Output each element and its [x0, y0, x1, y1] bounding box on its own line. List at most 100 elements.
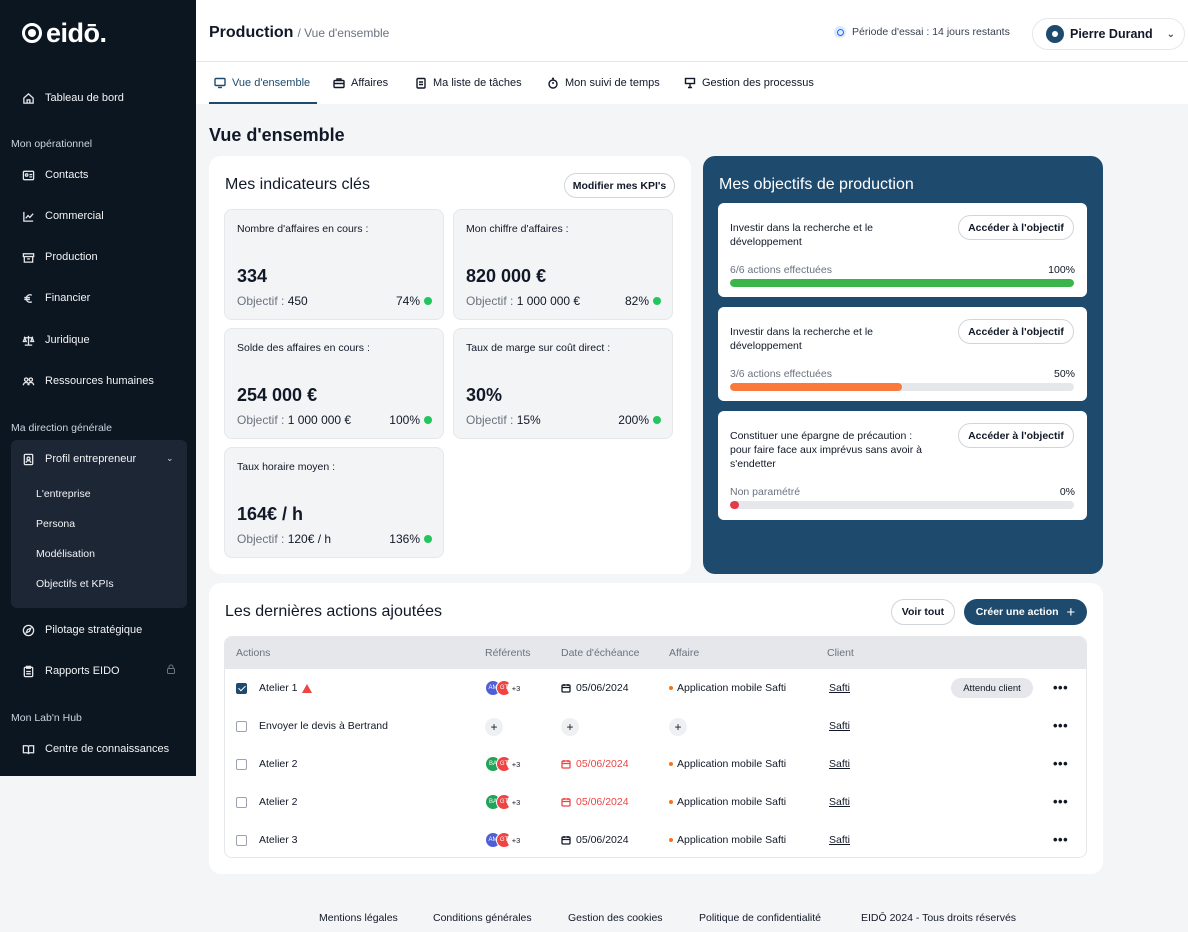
sidebar-subitem-modelisation[interactable]: Modélisation [36, 548, 95, 560]
kpi-label: Solde des affaires en cours : [237, 342, 370, 354]
see-all-button[interactable]: Voir tout [891, 599, 955, 625]
more-options-icon[interactable]: ••• [1053, 680, 1069, 695]
kpi-tile: Taux de marge sur coût direct : 30% Obje… [453, 328, 673, 439]
add-date-button[interactable]: + [561, 718, 579, 736]
progress-fill [730, 501, 739, 509]
chevron-down-icon[interactable]: ⌄ [166, 453, 174, 463]
edit-kpis-button[interactable]: Modifier mes KPI's [564, 173, 675, 198]
add-referent-button[interactable]: + [485, 718, 503, 736]
referents-avatars[interactable]: BA GT +3 [485, 756, 525, 772]
sidebar-item-profil-entrepreneur[interactable]: Profil entrepreneur [22, 449, 136, 469]
action-name: Atelier 3 [259, 834, 298, 846]
client-link[interactable]: Safti [829, 682, 851, 694]
kpi-objective: Objectif : 15% [466, 413, 541, 427]
affaire-link[interactable]: Application mobile Safti [669, 758, 786, 770]
client-link[interactable]: Safti [829, 834, 851, 846]
breadcrumb-current[interactable]: / Vue d'ensemble [297, 26, 390, 40]
tab-label: Mon suivi de temps [565, 77, 660, 89]
client-link[interactable]: Safti [829, 796, 851, 808]
access-objective-button[interactable]: Accéder à l'objectif [958, 423, 1074, 448]
brand-logo[interactable]: eidō. [22, 18, 107, 48]
objective-title: Constituer une épargne de précaution : p… [730, 430, 923, 470]
tab-liste-taches[interactable]: Ma liste de tâches [415, 77, 522, 89]
row-checkbox[interactable] [236, 759, 247, 770]
status-dot-icon [669, 838, 673, 842]
table-row[interactable]: Atelier 2 BA GT +3 05/06/2024 Application mob… [225, 783, 1086, 821]
referents-avatars[interactable]: AM GT +3 [485, 832, 525, 848]
objective-progress-bar [730, 383, 1074, 391]
row-checkbox[interactable] [236, 797, 247, 808]
footer-link-confidentialite[interactable]: Politique de confidentialité [699, 912, 822, 924]
user-menu-button[interactable]: Pierre Durand ⌄ [1032, 18, 1185, 50]
kpi-objective: Objectif : 450 [237, 294, 308, 308]
affaire-link[interactable]: Application mobile Safti [669, 834, 786, 846]
more-options-icon[interactable]: ••• [1053, 832, 1069, 847]
more-referents-count: +3 [507, 680, 525, 696]
sidebar-item-commercial[interactable]: Commercial [22, 206, 104, 226]
compass-icon [22, 624, 35, 637]
create-action-button[interactable]: Créer une action + [964, 599, 1087, 625]
more-options-icon[interactable]: ••• [1053, 794, 1069, 809]
table-row[interactable]: Atelier 2 BA GT +3 05/06/2024 Application mob… [225, 745, 1086, 783]
tab-label: Affaires [351, 77, 389, 89]
objective-item: Investir dans la recherche et le dévelop… [718, 203, 1087, 297]
client-link[interactable]: Safti [829, 720, 851, 732]
section-title-direction: Ma direction générale [11, 422, 112, 434]
sidebar-item-contacts[interactable]: Contacts [22, 165, 88, 185]
sidebar-item-centre[interactable]: Centre de connaissances [22, 739, 169, 759]
referents-avatars[interactable]: AM GT +3 [485, 680, 525, 696]
status-dot-icon [424, 416, 432, 424]
row-checkbox[interactable] [236, 835, 247, 846]
sidebar-subitem-objectifs[interactable]: Objectifs et KPIs [36, 578, 114, 590]
due-date: 05/06/2024 [561, 834, 629, 846]
sidebar-item-juridique[interactable]: Juridique [22, 330, 90, 350]
kpi-objective: Objectif : 120€ / h [237, 532, 332, 546]
sidebar-item-rapports[interactable]: Rapports EIDO [22, 661, 120, 681]
sidebar-item-financier[interactable]: Financier [22, 288, 90, 308]
kpi-tile: Nombre d'affaires en cours : 334 Objecti… [224, 209, 444, 320]
more-options-icon[interactable]: ••• [1053, 718, 1069, 733]
tab-affaires[interactable]: Affaires [333, 77, 388, 89]
more-options-icon[interactable]: ••• [1053, 756, 1069, 771]
footer-link-mentions[interactable]: Mentions légales [319, 912, 398, 924]
kpi-percent: 136% [389, 532, 432, 546]
sidebar-subitem-persona[interactable]: Persona [36, 518, 76, 530]
referents-avatars[interactable]: BA GT +3 [485, 794, 525, 810]
sidebar-item-rh[interactable]: Ressources humaines [22, 371, 154, 391]
row-checkbox[interactable] [236, 683, 247, 694]
table-row[interactable]: Envoyer le devis à Bertrand + + + Safti ••• [225, 707, 1086, 745]
access-objective-button[interactable]: Accéder à l'objectif [958, 215, 1074, 240]
kpi-value: 254 000 € [237, 385, 318, 405]
add-affaire-button[interactable]: + [669, 718, 687, 736]
row-checkbox[interactable] [236, 721, 247, 732]
kpi-objective: Objectif : 1 000 000 € [237, 413, 352, 427]
tab-suivi-temps[interactable]: Mon suivi de temps [547, 77, 660, 89]
home-icon [22, 92, 35, 105]
checklist-icon [416, 77, 426, 89]
footer-link-conditions[interactable]: Conditions générales [433, 912, 532, 924]
footer-copyright: EIDŌ 2024 - Tous droits réservés [861, 912, 1017, 924]
affaire-link[interactable]: Application mobile Safti [669, 796, 786, 808]
plus-icon: + [1066, 603, 1076, 621]
stopwatch-icon [548, 77, 558, 89]
due-date: 05/06/2024 [561, 758, 629, 770]
client-link[interactable]: Safti [829, 758, 851, 770]
table-row[interactable]: Atelier 3 AM GT +3 05/06/2024 Application mob… [225, 821, 1086, 857]
table-row[interactable]: Atelier 1 AM GT +3 05/06/2024 Application mob… [225, 669, 1086, 707]
footer-link-cookies[interactable]: Gestion des cookies [568, 912, 663, 924]
affaire-link[interactable]: Application mobile Safti [669, 682, 786, 694]
kpi-label: Nombre d'affaires en cours : [237, 223, 369, 235]
kpi-value: 164€ / h [237, 504, 304, 524]
objective-status: Non paramétré [730, 486, 801, 498]
sidebar-item-label: Tableau de bord [45, 92, 124, 104]
sidebar-item-pilotage[interactable]: Pilotage stratégique [22, 620, 142, 640]
tab-gestion-processus[interactable]: Gestion des processus [684, 77, 814, 89]
access-objective-button[interactable]: Accéder à l'objectif [958, 319, 1074, 344]
sidebar-subitem-entreprise[interactable]: L'entreprise [36, 488, 91, 500]
tab-vue-ensemble[interactable]: Vue d'ensemble [214, 77, 310, 89]
book-icon [22, 743, 35, 756]
sidebar-item-production[interactable]: Production [22, 247, 98, 267]
sidebar-item-dashboard[interactable]: Tableau de bord [22, 88, 124, 108]
status-dot-icon [669, 800, 673, 804]
kpi-value: 820 000 € [466, 266, 547, 286]
